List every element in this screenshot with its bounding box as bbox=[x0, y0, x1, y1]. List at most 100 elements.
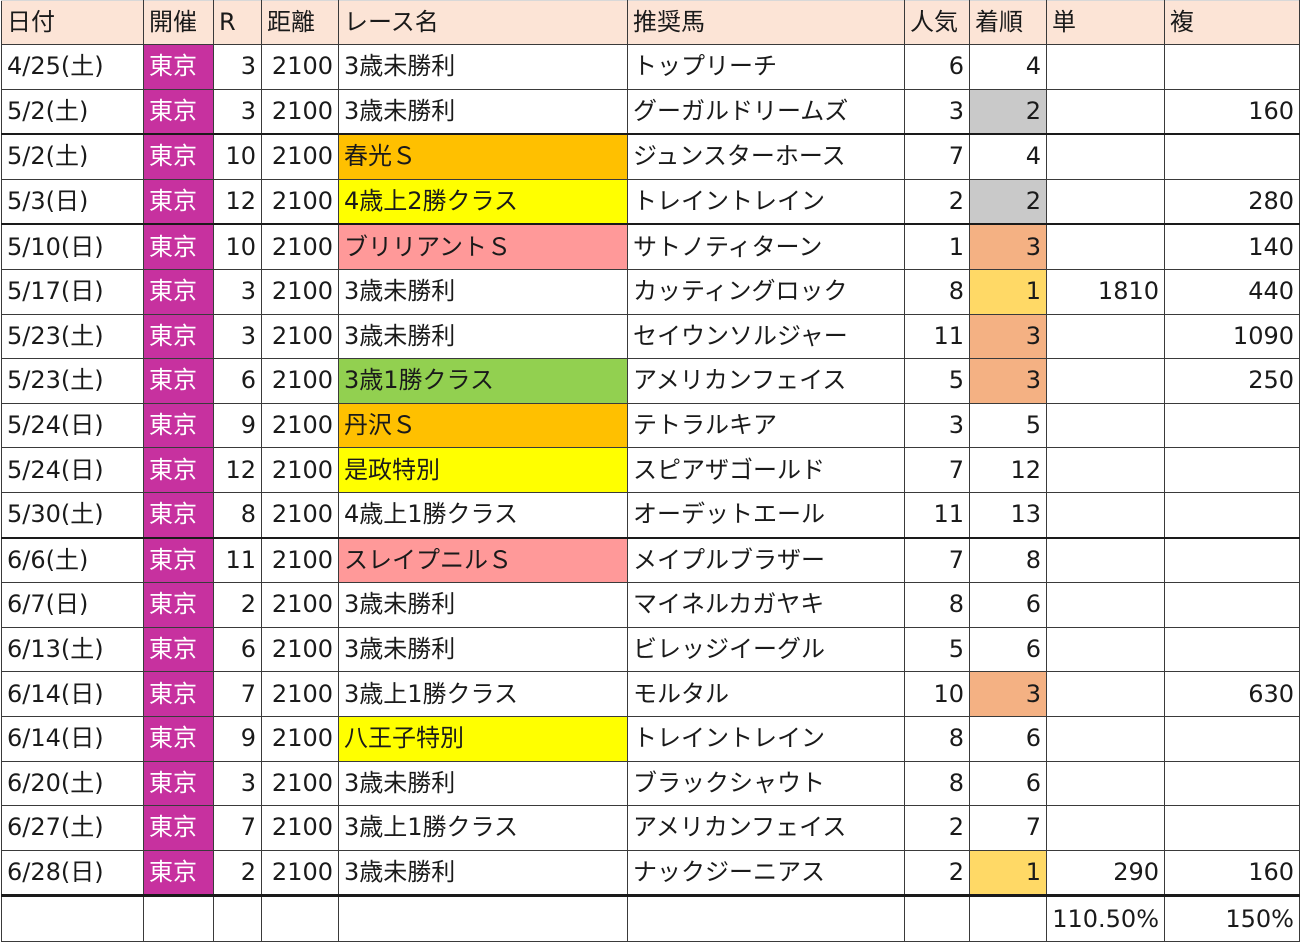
table-row: 5/23(土) 東京 3 2100 3歳未勝利 セイウンソルジャー 11 3 1090 bbox=[1, 313, 1300, 360]
cell-distance: 2100 bbox=[261, 44, 339, 90]
cell-popularity: 10 bbox=[904, 671, 970, 717]
cell-race-number: 9 bbox=[213, 715, 262, 762]
table-row: 6/14(日) 東京 7 2100 3歳上1勝クラス モルタル 10 3 630 bbox=[1, 671, 1300, 717]
cell-race-number: 2 bbox=[213, 849, 262, 898]
cell-venue: 東京 bbox=[143, 358, 214, 404]
cell-finish: 4 bbox=[969, 133, 1047, 180]
cell-race-number: 8 bbox=[213, 491, 262, 539]
cell-date: 6/6(土) bbox=[1, 537, 144, 584]
cell-venue: 東京 bbox=[143, 582, 214, 628]
cell-race-name: 3歳未勝利 bbox=[338, 582, 628, 628]
cell-finish: 2 bbox=[969, 178, 1047, 226]
cell-popularity: 8 bbox=[904, 268, 970, 315]
cell-win-payout bbox=[1046, 44, 1165, 90]
cell-venue: 東京 bbox=[143, 88, 214, 136]
empty-cell bbox=[213, 895, 262, 942]
cell-finish: 1 bbox=[969, 849, 1047, 898]
cell-distance: 2100 bbox=[261, 178, 339, 226]
cell-date: 6/28(日) bbox=[1, 849, 144, 898]
cell-finish: 3 bbox=[969, 671, 1047, 717]
empty-cell bbox=[904, 895, 970, 942]
cell-win-payout bbox=[1046, 626, 1165, 673]
cell-venue: 東京 bbox=[143, 805, 214, 851]
cell-win-payout bbox=[1046, 133, 1165, 180]
table-row: 6/14(日) 東京 9 2100 八王子特別 トレイントレイン 8 6 bbox=[1, 715, 1300, 762]
cell-popularity: 2 bbox=[904, 178, 970, 226]
cell-distance: 2100 bbox=[261, 88, 339, 136]
cell-race-name: 4歳上1勝クラス bbox=[338, 491, 628, 539]
cell-win-payout bbox=[1046, 671, 1165, 717]
cell-show-payout: 140 bbox=[1164, 223, 1300, 270]
cell-finish: 6 bbox=[969, 582, 1047, 628]
table-row: 5/2(土) 東京 3 2100 3歳未勝利 グーガルドリームズ 3 2 160 bbox=[1, 88, 1300, 136]
cell-venue: 東京 bbox=[143, 447, 214, 493]
cell-horse: アメリカンフェイス bbox=[627, 805, 905, 851]
cell-popularity: 2 bbox=[904, 805, 970, 851]
cell-horse: ナックジーニアス bbox=[627, 849, 905, 898]
cell-horse: ジュンスターホース bbox=[627, 133, 905, 180]
table-row: 6/13(土) 東京 6 2100 3歳未勝利 ビレッジイーグル 5 6 bbox=[1, 626, 1300, 673]
cell-win-payout bbox=[1046, 582, 1165, 628]
cell-finish: 8 bbox=[969, 537, 1047, 584]
cell-show-payout: 630 bbox=[1164, 671, 1300, 717]
cell-finish: 3 bbox=[969, 223, 1047, 270]
cell-race-number: 9 bbox=[213, 402, 262, 449]
cell-venue: 東京 bbox=[143, 491, 214, 539]
empty-cell bbox=[1, 895, 144, 942]
cell-popularity: 7 bbox=[904, 447, 970, 493]
cell-finish: 4 bbox=[969, 44, 1047, 90]
total-win-rate: 110.50% bbox=[1046, 895, 1165, 942]
table-row: 5/24(日) 東京 9 2100 丹沢Ｓ テトラルキア 3 5 bbox=[1, 402, 1300, 449]
cell-horse: トレイントレイン bbox=[627, 715, 905, 762]
cell-race-name: 是政特別 bbox=[338, 447, 628, 493]
table-row: 5/17(日) 東京 3 2100 3歳未勝利 カッティングロック 8 1 1810 440 bbox=[1, 268, 1300, 315]
cell-win-payout bbox=[1046, 223, 1165, 270]
header-row: 日付 開催 R 距離 レース名 推奨馬 人気 着順 単 複 bbox=[1, 0, 1300, 45]
cell-race-name: ブリリアントＳ bbox=[338, 223, 628, 270]
cell-race-name: 3歳未勝利 bbox=[338, 313, 628, 360]
cell-race-number: 3 bbox=[213, 88, 262, 136]
cell-venue: 東京 bbox=[143, 268, 214, 315]
cell-distance: 2100 bbox=[261, 715, 339, 762]
cell-horse: サトノティターン bbox=[627, 223, 905, 270]
cell-race-name: 八王子特別 bbox=[338, 715, 628, 762]
cell-distance: 2100 bbox=[261, 133, 339, 180]
empty-cell bbox=[627, 895, 905, 942]
cell-venue: 東京 bbox=[143, 313, 214, 360]
cell-win-payout bbox=[1046, 805, 1165, 851]
table-row: 5/3(日) 東京 12 2100 4歳上2勝クラス トレイントレイン 2 2 280 bbox=[1, 178, 1300, 226]
cell-race-number: 3 bbox=[213, 268, 262, 315]
cell-popularity: 3 bbox=[904, 88, 970, 136]
cell-race-number: 2 bbox=[213, 582, 262, 628]
cell-race-name: 3歳未勝利 bbox=[338, 760, 628, 807]
cell-finish: 5 bbox=[969, 402, 1047, 449]
cell-race-number: 3 bbox=[213, 313, 262, 360]
cell-show-payout bbox=[1164, 582, 1300, 628]
cell-horse: スピアザゴールド bbox=[627, 447, 905, 493]
cell-popularity: 7 bbox=[904, 133, 970, 180]
cell-race-number: 6 bbox=[213, 626, 262, 673]
cell-show-payout bbox=[1164, 626, 1300, 673]
cell-venue: 東京 bbox=[143, 223, 214, 270]
cell-date: 5/10(日) bbox=[1, 223, 144, 270]
cell-win-payout bbox=[1046, 358, 1165, 404]
cell-popularity: 5 bbox=[904, 358, 970, 404]
cell-horse: アメリカンフェイス bbox=[627, 358, 905, 404]
cell-race-name: 春光Ｓ bbox=[338, 133, 628, 180]
header-finish: 着順 bbox=[969, 0, 1047, 45]
cell-race-number: 7 bbox=[213, 671, 262, 717]
cell-date: 5/24(日) bbox=[1, 402, 144, 449]
cell-finish: 1 bbox=[969, 268, 1047, 315]
cell-venue: 東京 bbox=[143, 178, 214, 226]
cell-distance: 2100 bbox=[261, 849, 339, 898]
cell-popularity: 11 bbox=[904, 313, 970, 360]
cell-date: 5/24(日) bbox=[1, 447, 144, 493]
cell-race-number: 7 bbox=[213, 805, 262, 851]
cell-race-name: 3歳未勝利 bbox=[338, 88, 628, 136]
cell-show-payout bbox=[1164, 402, 1300, 449]
header-race-name: レース名 bbox=[338, 0, 628, 45]
table-body: 4/25(土) 東京 3 2100 3歳未勝利 トップリーチ 6 4 5/2(土) 東京 3 2100… bbox=[1, 44, 1300, 942]
cell-win-payout: 290 bbox=[1046, 849, 1165, 898]
cell-popularity: 5 bbox=[904, 626, 970, 673]
cell-show-payout bbox=[1164, 805, 1300, 851]
